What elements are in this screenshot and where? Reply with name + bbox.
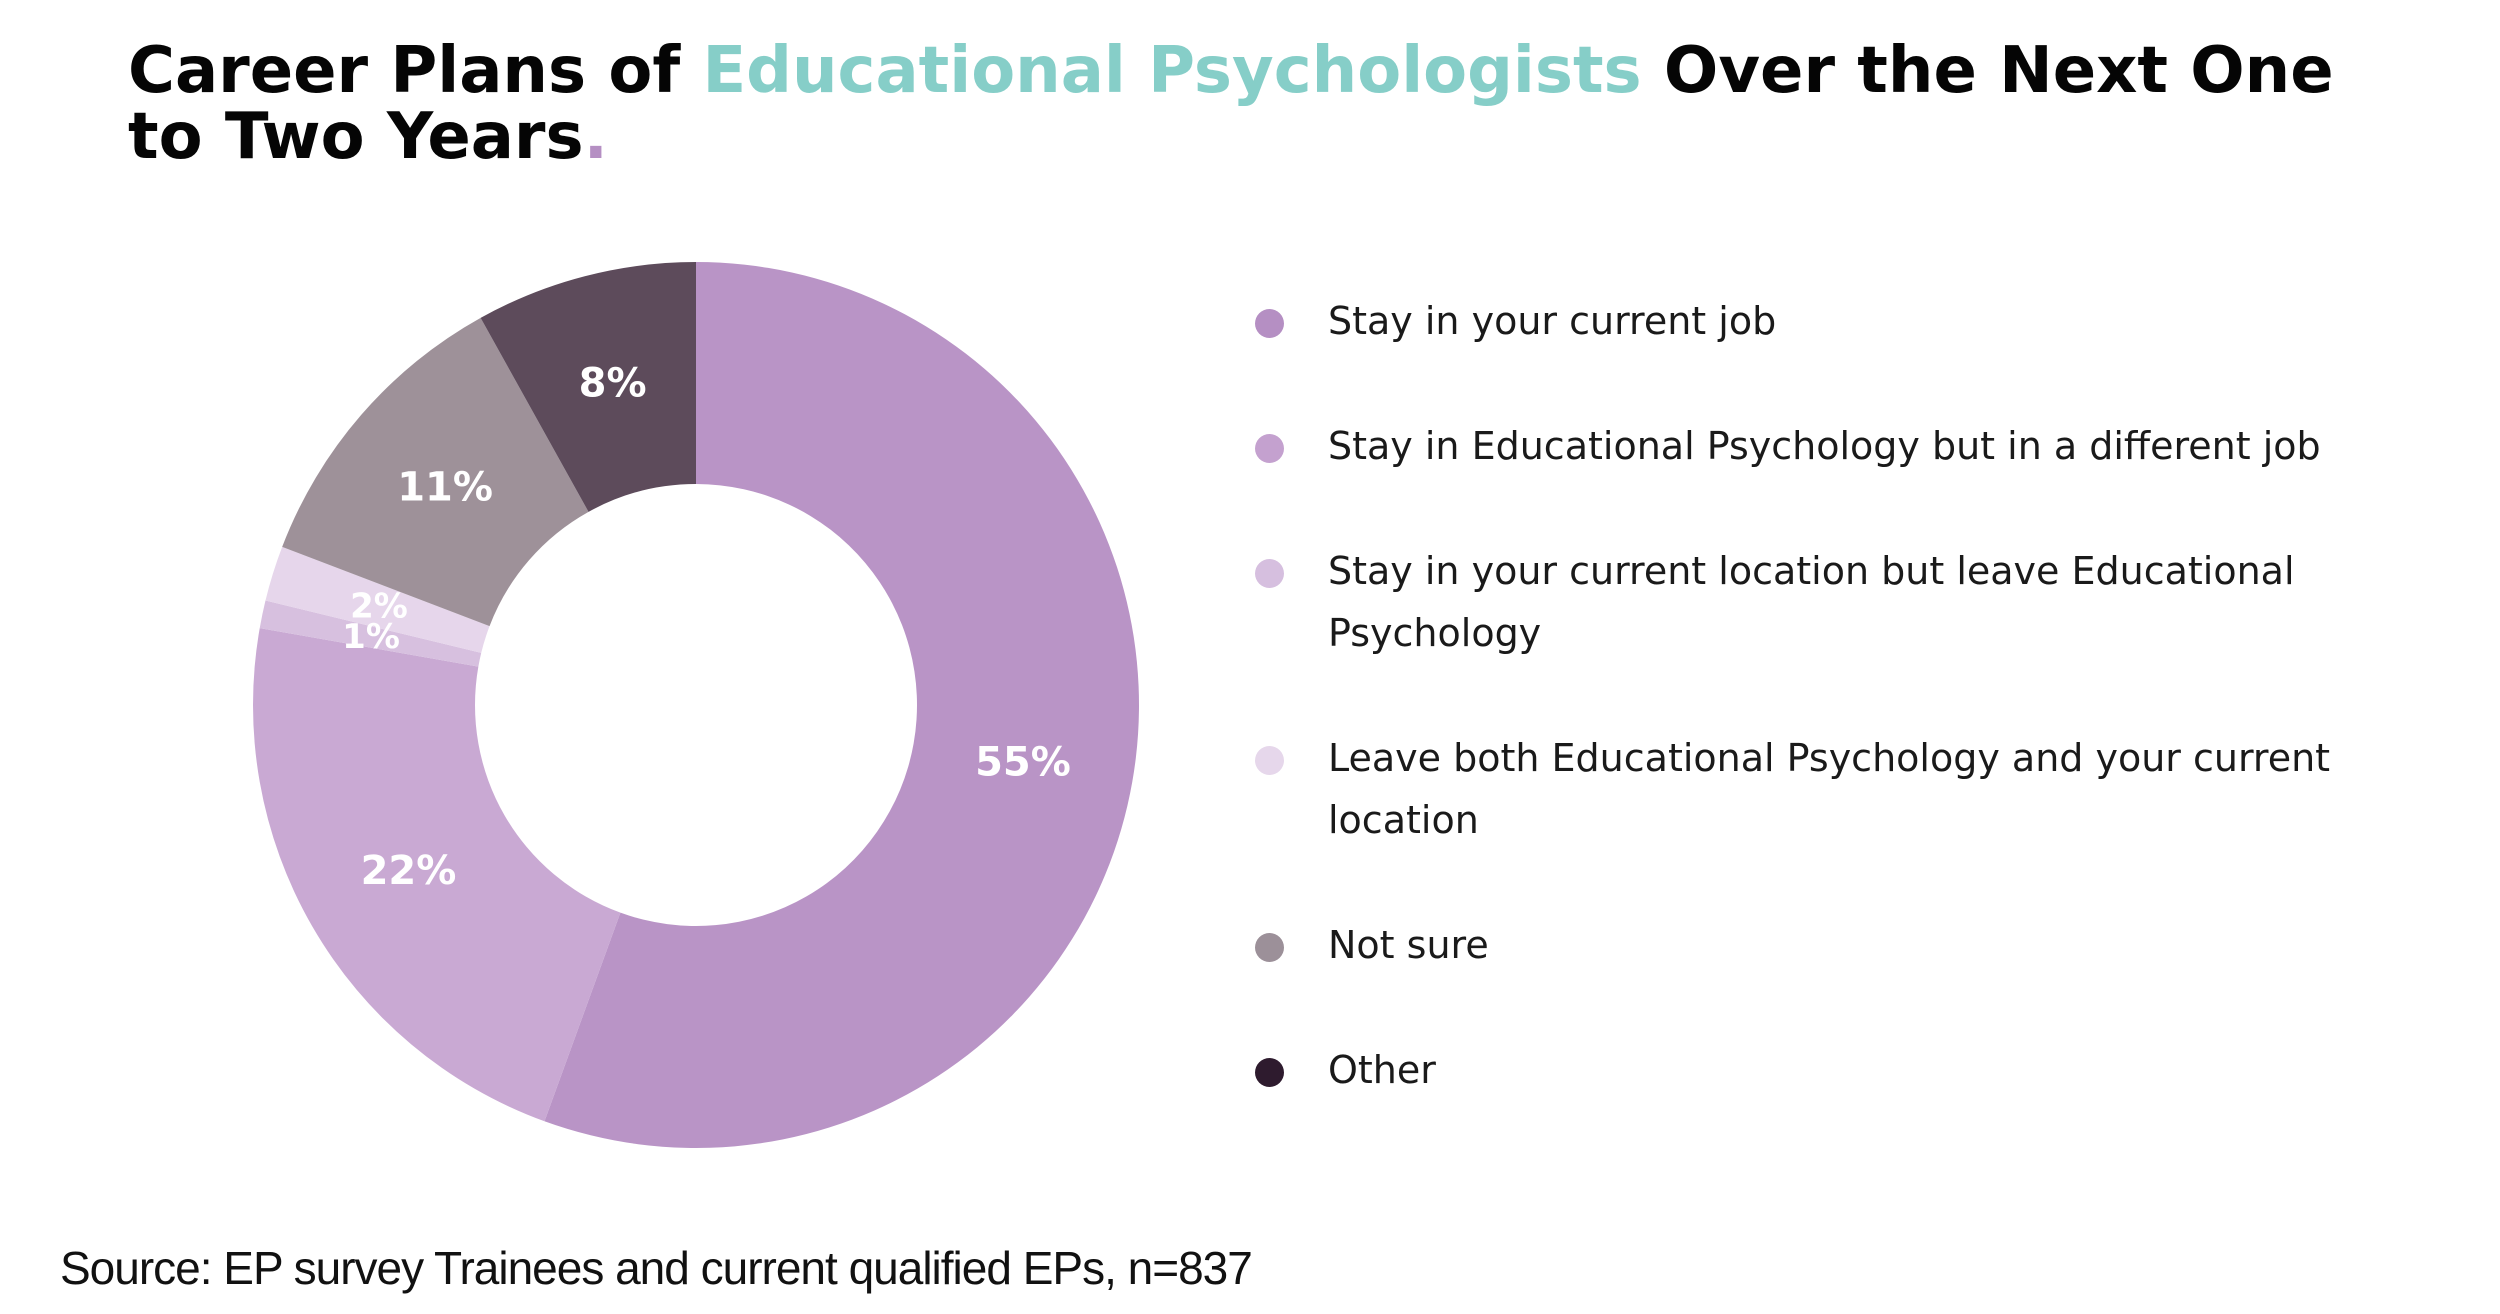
legend-label-stay-in-your-current-job: Stay in your current job <box>1328 299 1777 343</box>
slice-not-sure <box>282 317 589 627</box>
slice-other <box>480 262 696 512</box>
legend-swatch-stay-in-your-current-job <box>1255 309 1284 338</box>
donut-slices <box>252 262 1139 1148</box>
legend-label-leave-both-educational-psychology-and-your-current-location: Leave both Educational Psychology and yo… <box>1328 736 2331 842</box>
slice-label-leave-both-educational-psychology-and-your-current-location: 2% <box>350 586 408 626</box>
slice-label-stay-in-your-current-location-but-leave-educational-psychology: 1% <box>342 617 400 657</box>
chart-title: Career Plans of Educational Psychologist… <box>128 38 2428 170</box>
legend-swatch-stay-in-educational-psychology-but-in-a-different-job <box>1255 434 1284 463</box>
title-part-1: Career Plans of <box>128 34 703 108</box>
slice-label-not-sure: 11% <box>397 465 493 511</box>
slice-label-other: 8% <box>579 361 647 407</box>
legend-label-other: Other <box>1328 1048 1436 1092</box>
slice-leave-both-educational-psychology-and-your-current-location <box>265 546 490 653</box>
slice-stay-in-your-current-job <box>544 262 1139 1148</box>
legend-label-stay-in-educational-psychology-but-in-a-different-job: Stay in Educational Psychology but in a … <box>1328 424 2321 468</box>
donut-chart: 55% 22% 1%2% 11% 8% <box>252 262 1139 1148</box>
donut-slice-labels: 55% 22% 1%2% 11% 8% <box>342 361 1071 894</box>
slice-stay-in-your-current-location-but-leave-educational-psychology <box>259 600 482 667</box>
legend-swatch-leave-both-educational-psychology-and-your-current-location <box>1255 746 1284 775</box>
legend-swatch-stay-in-your-current-location-but-leave-educational-psychology <box>1255 559 1284 588</box>
title-part-2: Over the Next One to Two Years <box>128 34 2334 174</box>
slice-label-stay-in-your-current-job: 55% <box>975 740 1071 786</box>
slice-label-stay-in-educational-psychology-but-in-a-different-job: 22% <box>361 848 457 894</box>
slice-stay-in-educational-psychology-but-in-a-different-job <box>252 628 621 1122</box>
legend-label-not-sure: Not sure <box>1328 923 1489 967</box>
legend-swatch-other <box>1255 1058 1284 1087</box>
title-dot: . <box>583 100 608 174</box>
legend-swatch-not-sure <box>1255 933 1284 962</box>
legend-label-stay-in-your-current-location-but-leave-educational-psychology: Stay in your current location but leave … <box>1328 549 2295 655</box>
title-accent: Educational Psychologists <box>702 34 1642 108</box>
source-note: Source: EP survey Trainees and current q… <box>60 1242 1253 1294</box>
